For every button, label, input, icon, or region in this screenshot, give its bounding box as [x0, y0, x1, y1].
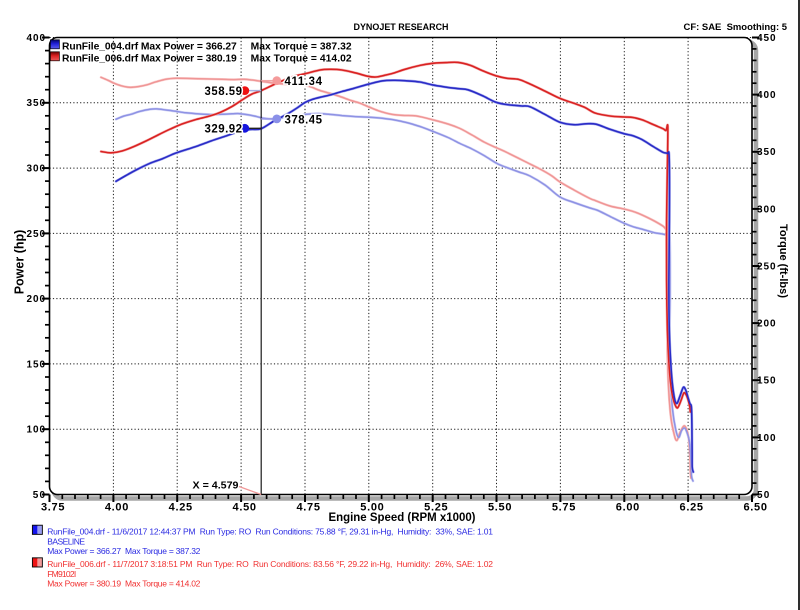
svg-text:6.50: 6.50 [743, 502, 767, 514]
svg-text:Max Power = 380.19 Max Torque: Max Power = 380.19 Max Torque = 414.02 [47, 579, 200, 589]
svg-text:RunFile_006.drf - 11/7/2017 3:: RunFile_006.drf - 11/7/2017 3:18:51 PM R… [47, 559, 493, 569]
svg-text:Power (hp): Power (hp) [13, 230, 27, 295]
svg-text:411.34: 411.34 [285, 76, 323, 88]
svg-text:Max Power = 366.27 Max Torque: Max Power = 366.27 Max Torque = 387.32 [47, 546, 200, 556]
svg-text:X = 4.579: X = 4.579 [193, 481, 239, 492]
svg-text:350: 350 [27, 98, 46, 109]
svg-text:RunFile_004.drf Max Power = 36: RunFile_004.drf Max Power = 366.27 [62, 41, 237, 52]
svg-text:RunFile_006.drf Max Power = 38: RunFile_006.drf Max Power = 380.19 [62, 53, 237, 64]
svg-text:5.25: 5.25 [424, 502, 448, 514]
svg-text:Engine Speed (RPM x1000): Engine Speed (RPM x1000) [329, 512, 476, 524]
svg-text:400: 400 [757, 90, 776, 101]
svg-text:3.75: 3.75 [41, 502, 64, 514]
svg-text:450: 450 [757, 33, 776, 44]
svg-text:200: 200 [27, 294, 46, 305]
svg-text:6.00: 6.00 [616, 502, 640, 514]
svg-text:300: 300 [757, 204, 776, 215]
svg-text:250: 250 [757, 261, 776, 272]
svg-text:FM9102I: FM9102I [47, 569, 76, 579]
svg-text:6.25: 6.25 [680, 502, 704, 514]
svg-text:150: 150 [27, 359, 46, 370]
svg-text:5.00: 5.00 [360, 502, 384, 514]
svg-text:329.92: 329.92 [205, 124, 243, 136]
svg-text:50: 50 [757, 490, 770, 501]
svg-text:5.50: 5.50 [488, 502, 512, 514]
svg-text:100: 100 [27, 425, 46, 436]
svg-text:RunFile_004.drf - 11/6/2017 12: RunFile_004.drf - 11/6/2017 12:44:37 PM … [47, 527, 493, 537]
svg-text:5.75: 5.75 [552, 502, 576, 514]
svg-text:250: 250 [27, 229, 46, 240]
svg-text:4.50: 4.50 [233, 502, 256, 514]
svg-text:50: 50 [33, 490, 46, 501]
svg-text:150: 150 [757, 376, 776, 387]
svg-text:400: 400 [27, 33, 46, 44]
svg-text:200: 200 [757, 319, 776, 330]
svg-text:358.59: 358.59 [205, 86, 243, 98]
svg-text:CF: SAE Smoothing: 5: CF: SAE Smoothing: 5 [684, 22, 788, 33]
svg-text:4.25: 4.25 [169, 502, 193, 514]
svg-text:300: 300 [27, 164, 46, 175]
svg-text:378.45: 378.45 [285, 114, 323, 126]
svg-text:Torque (ft-lbs): Torque (ft-lbs) [777, 224, 789, 298]
svg-text:Max Torque = 414.02: Max Torque = 414.02 [251, 53, 352, 64]
svg-text:100: 100 [757, 433, 776, 444]
svg-text:BASELINE: BASELINE [47, 536, 85, 546]
svg-text:Max Torque = 387.32: Max Torque = 387.32 [251, 41, 352, 52]
svg-text:4.75: 4.75 [296, 502, 320, 514]
svg-text:350: 350 [757, 147, 776, 158]
svg-text:4.00: 4.00 [105, 502, 129, 514]
svg-text:DYNOJET RESEARCH: DYNOJET RESEARCH [354, 22, 449, 32]
